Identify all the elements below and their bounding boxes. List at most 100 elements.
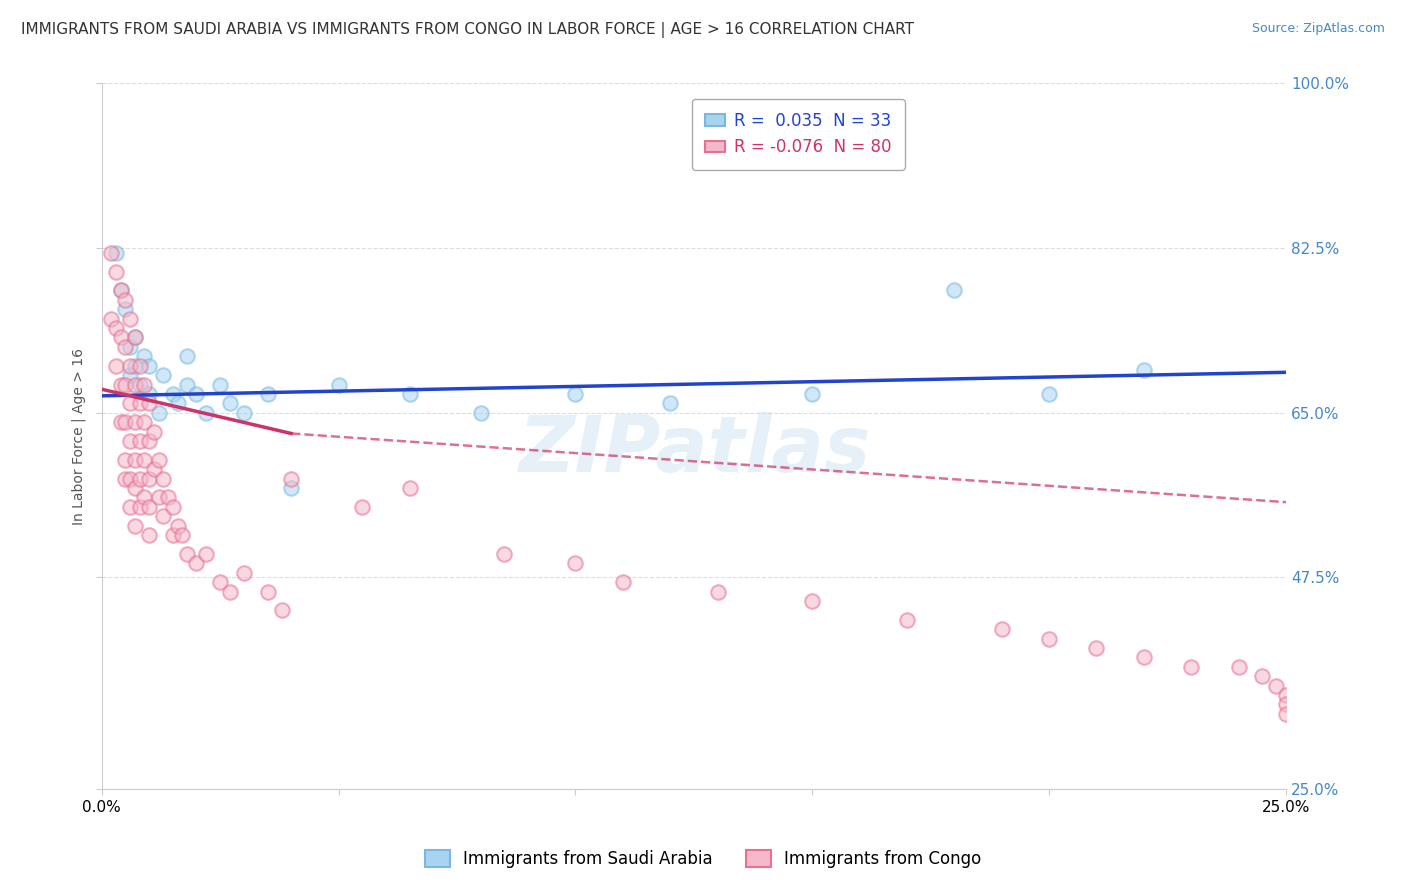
- Point: [943, 284, 966, 298]
- Point: [801, 387, 824, 401]
- Point: [612, 575, 634, 590]
- Point: [564, 387, 586, 401]
- Point: [194, 406, 217, 420]
- Point: [157, 491, 180, 505]
- Point: [138, 528, 160, 542]
- Point: [801, 594, 824, 608]
- Y-axis label: In Labor Force | Age > 16: In Labor Force | Age > 16: [72, 348, 86, 524]
- Point: [256, 387, 278, 401]
- Point: [120, 396, 142, 410]
- Point: [104, 265, 127, 279]
- Point: [120, 472, 142, 486]
- Point: [398, 481, 420, 495]
- Point: [134, 452, 156, 467]
- Point: [128, 359, 150, 373]
- Point: [1085, 640, 1108, 655]
- Point: [494, 547, 516, 561]
- Point: [176, 547, 198, 561]
- Point: [110, 415, 132, 429]
- Point: [280, 472, 302, 486]
- Point: [1275, 688, 1298, 702]
- Point: [134, 377, 156, 392]
- Point: [124, 359, 146, 373]
- Point: [142, 462, 165, 476]
- Point: [1180, 660, 1202, 674]
- Point: [659, 396, 682, 410]
- Point: [564, 557, 586, 571]
- Point: [120, 368, 142, 383]
- Point: [128, 396, 150, 410]
- Point: [152, 472, 174, 486]
- Point: [128, 377, 150, 392]
- Point: [1275, 706, 1298, 721]
- Point: [166, 518, 188, 533]
- Point: [138, 500, 160, 514]
- Point: [114, 472, 136, 486]
- Point: [152, 509, 174, 524]
- Point: [128, 434, 150, 448]
- Point: [142, 425, 165, 439]
- Point: [104, 359, 127, 373]
- Text: IMMIGRANTS FROM SAUDI ARABIA VS IMMIGRANTS FROM CONGO IN LABOR FORCE | AGE > 16 : IMMIGRANTS FROM SAUDI ARABIA VS IMMIGRAN…: [21, 22, 914, 38]
- Point: [128, 500, 150, 514]
- Point: [176, 349, 198, 363]
- Point: [209, 377, 232, 392]
- Point: [1251, 669, 1274, 683]
- Point: [270, 603, 292, 617]
- Point: [194, 547, 217, 561]
- Point: [138, 396, 160, 410]
- Point: [186, 387, 208, 401]
- Point: [176, 377, 198, 392]
- Point: [470, 406, 492, 420]
- Point: [1265, 679, 1288, 693]
- Point: [152, 368, 174, 383]
- Point: [232, 566, 254, 580]
- Text: ZIPatlas: ZIPatlas: [517, 412, 870, 489]
- Point: [120, 340, 142, 354]
- Point: [162, 500, 184, 514]
- Point: [166, 396, 188, 410]
- Point: [110, 284, 132, 298]
- Point: [120, 500, 142, 514]
- Point: [256, 584, 278, 599]
- Point: [186, 557, 208, 571]
- Point: [138, 434, 160, 448]
- Point: [1038, 387, 1060, 401]
- Point: [398, 387, 420, 401]
- Point: [134, 349, 156, 363]
- Point: [218, 584, 240, 599]
- Point: [134, 415, 156, 429]
- Point: [120, 434, 142, 448]
- Point: [172, 528, 194, 542]
- Point: [148, 491, 170, 505]
- Point: [138, 359, 160, 373]
- Point: [280, 481, 302, 495]
- Point: [162, 528, 184, 542]
- Point: [124, 330, 146, 344]
- Point: [138, 472, 160, 486]
- Text: Source: ZipAtlas.com: Source: ZipAtlas.com: [1251, 22, 1385, 36]
- Point: [104, 321, 127, 335]
- Point: [706, 584, 728, 599]
- Legend: Immigrants from Saudi Arabia, Immigrants from Congo: Immigrants from Saudi Arabia, Immigrants…: [418, 843, 988, 875]
- Point: [120, 311, 142, 326]
- Point: [120, 359, 142, 373]
- Point: [352, 500, 374, 514]
- Point: [1133, 363, 1156, 377]
- Point: [114, 293, 136, 307]
- Point: [114, 452, 136, 467]
- Point: [209, 575, 232, 590]
- Point: [162, 387, 184, 401]
- Point: [124, 481, 146, 495]
- Point: [148, 406, 170, 420]
- Legend: R =  0.035  N = 33, R = -0.076  N = 80: R = 0.035 N = 33, R = -0.076 N = 80: [692, 99, 904, 169]
- Point: [114, 415, 136, 429]
- Point: [1038, 632, 1060, 646]
- Point: [124, 518, 146, 533]
- Point: [990, 622, 1012, 636]
- Point: [114, 377, 136, 392]
- Point: [124, 452, 146, 467]
- Point: [134, 491, 156, 505]
- Point: [896, 613, 918, 627]
- Point: [148, 452, 170, 467]
